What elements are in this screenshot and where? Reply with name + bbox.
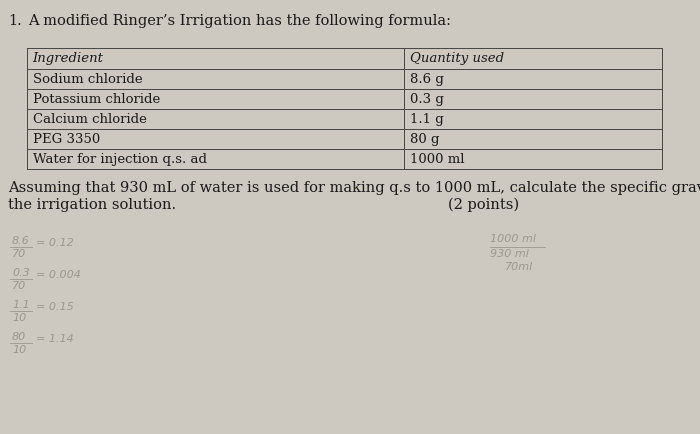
Text: 1.: 1. [8, 14, 22, 28]
Text: (2 points): (2 points) [448, 198, 519, 212]
Text: 1000 ml: 1000 ml [410, 153, 465, 166]
Text: 70: 70 [12, 281, 27, 291]
Text: 80: 80 [12, 332, 27, 342]
Text: 70: 70 [12, 249, 27, 259]
Text: 1000 ml: 1000 ml [490, 234, 536, 244]
Text: 10: 10 [12, 313, 27, 323]
Text: 8.6 g: 8.6 g [410, 73, 444, 86]
Text: Calcium chloride: Calcium chloride [33, 113, 146, 126]
Text: = 1.14: = 1.14 [36, 334, 74, 344]
Text: 0.3 g: 0.3 g [410, 93, 444, 106]
Text: Ingredient: Ingredient [33, 52, 104, 65]
Text: PEG 3350: PEG 3350 [33, 133, 100, 146]
Text: Quantity used: Quantity used [410, 52, 505, 65]
Text: 70ml: 70ml [505, 262, 533, 272]
Text: 80 g: 80 g [410, 133, 440, 146]
Text: 8.6: 8.6 [12, 236, 29, 246]
Text: = 0.12: = 0.12 [36, 238, 74, 248]
Text: A modified Ringer’s Irrigation has the following formula:: A modified Ringer’s Irrigation has the f… [28, 14, 451, 28]
Text: 930 ml: 930 ml [490, 249, 529, 259]
Text: = 0.15: = 0.15 [36, 302, 74, 312]
Text: Potassium chloride: Potassium chloride [33, 93, 160, 106]
Text: Water for injection q.s. ad: Water for injection q.s. ad [33, 153, 206, 166]
Text: Assuming that 930 mL of water is used for making q.s to 1000 mL, calculate the s: Assuming that 930 mL of water is used fo… [8, 181, 700, 195]
Text: the irrigation solution.: the irrigation solution. [8, 198, 176, 212]
Text: = 0.004: = 0.004 [36, 270, 81, 280]
Text: Sodium chloride: Sodium chloride [33, 73, 142, 86]
Text: 10: 10 [12, 345, 27, 355]
Text: 0.3: 0.3 [12, 268, 29, 278]
Text: 1.1 g: 1.1 g [410, 113, 444, 126]
Text: 1.1: 1.1 [12, 300, 29, 310]
